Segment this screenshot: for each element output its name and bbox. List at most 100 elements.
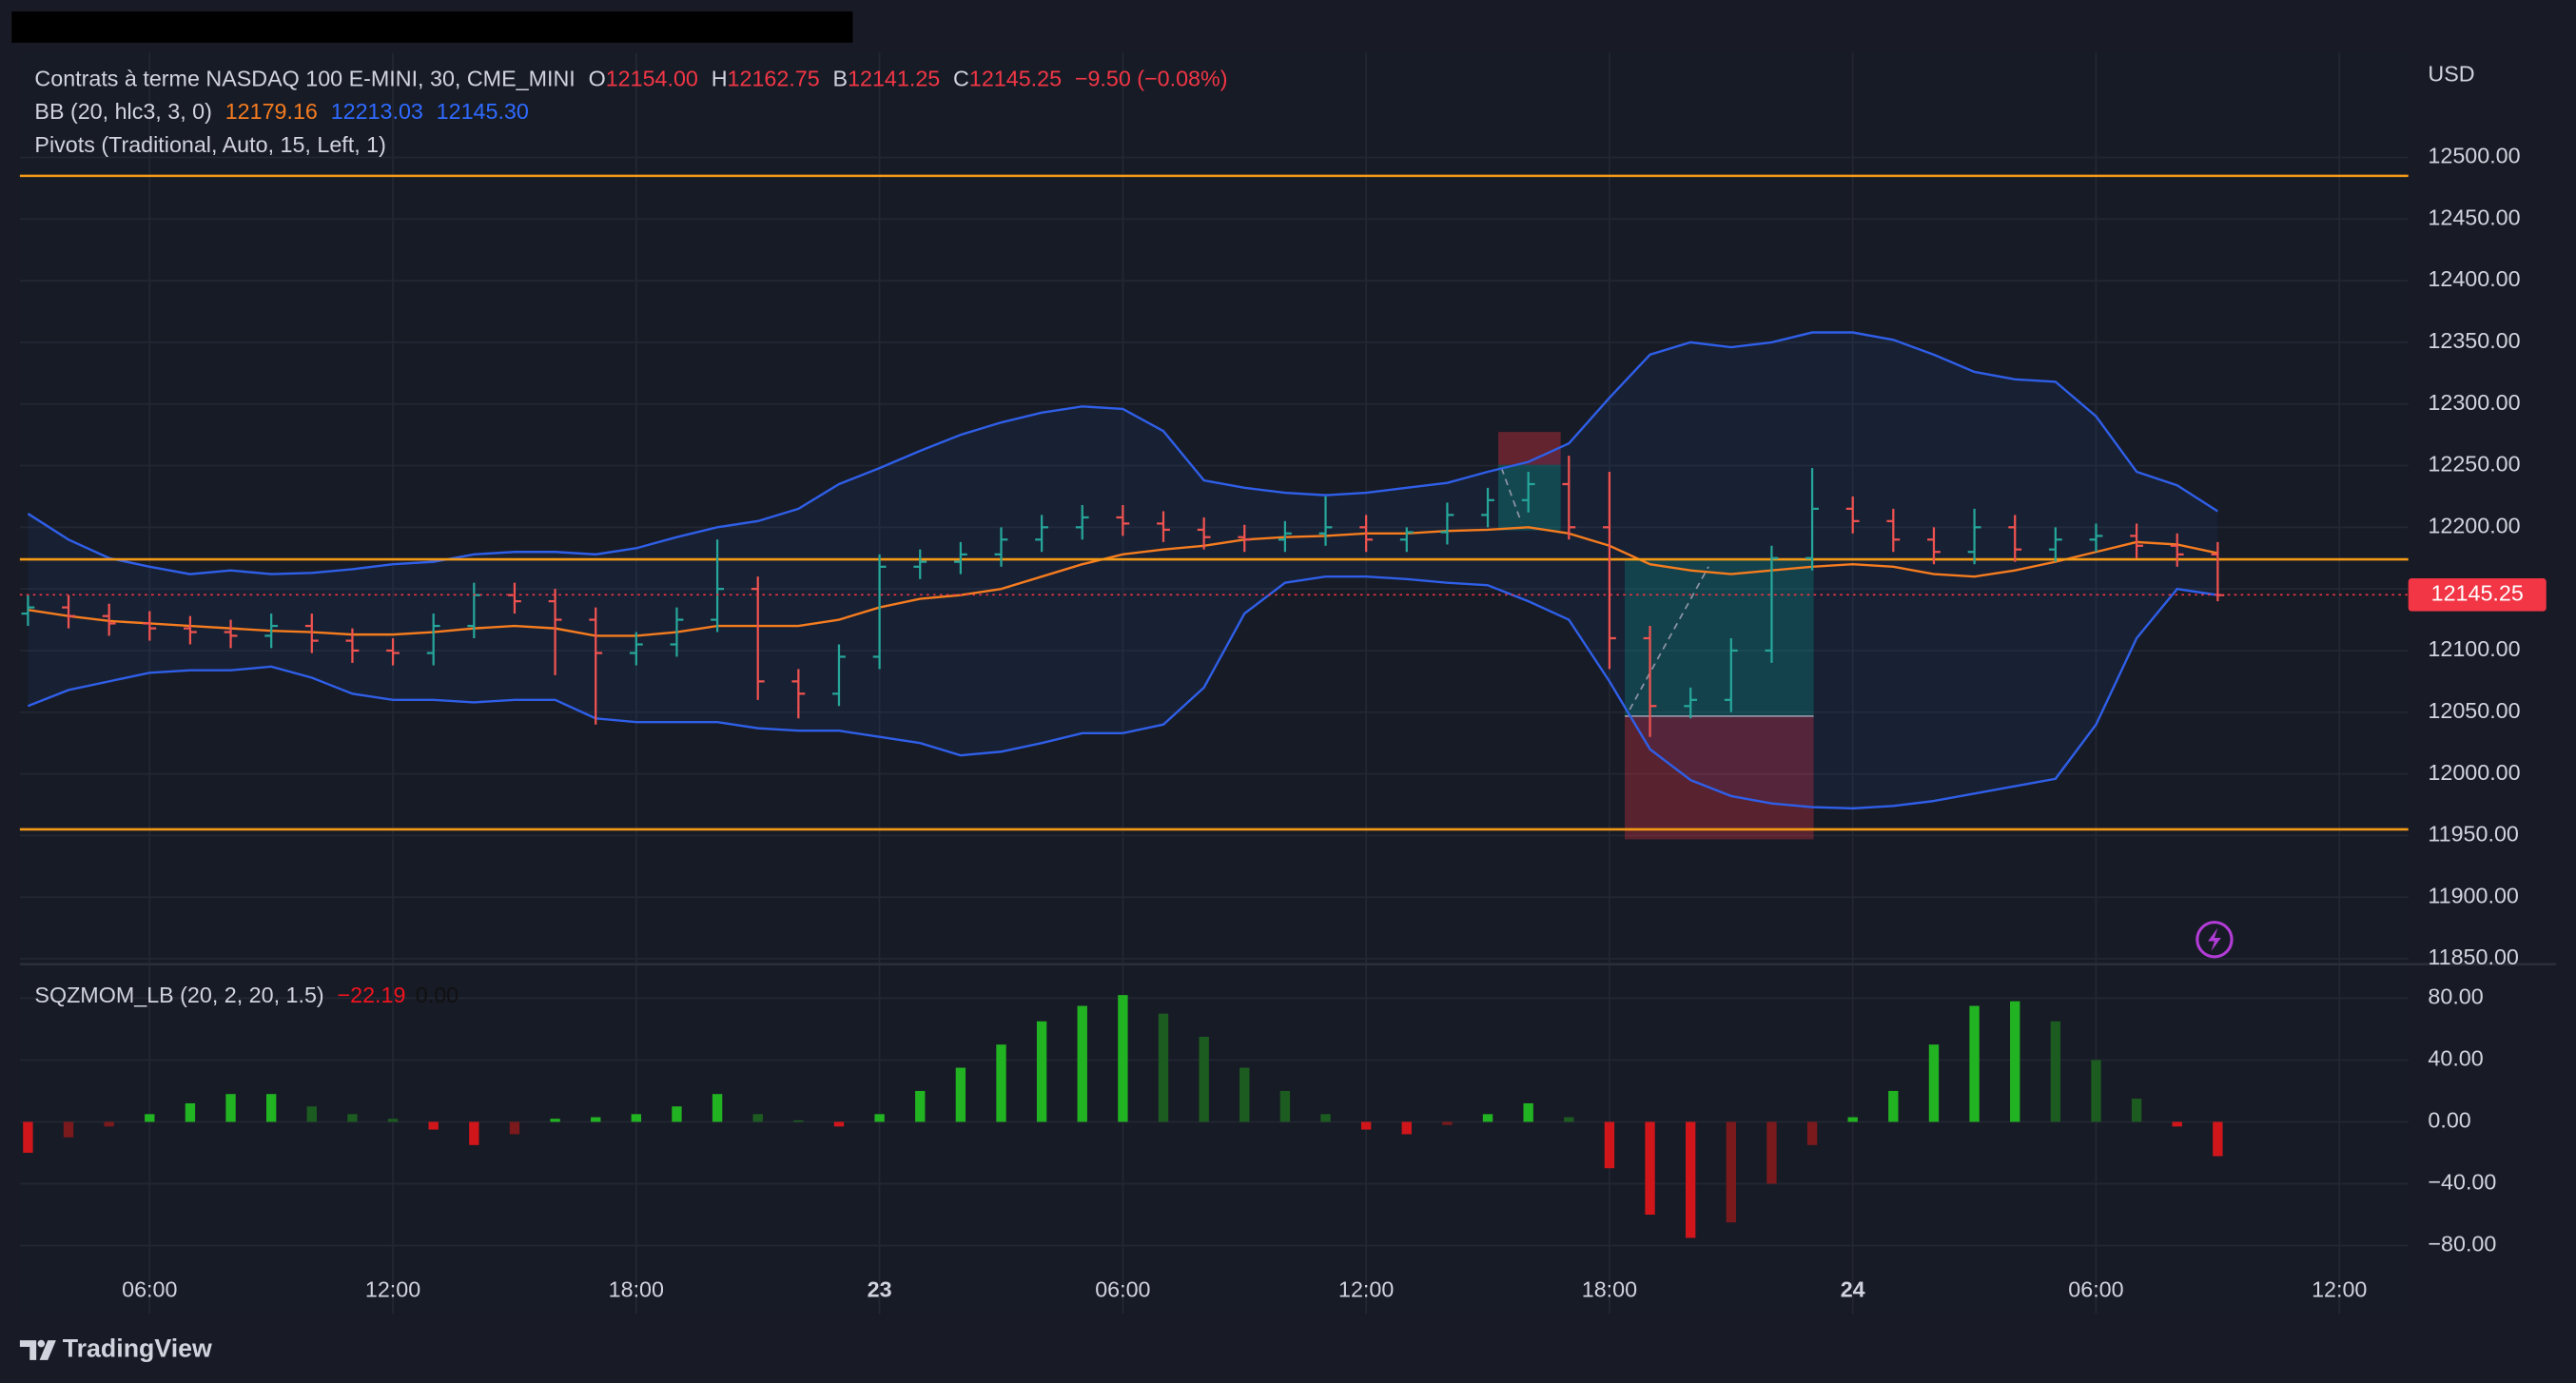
momentum-bar: [874, 1114, 885, 1122]
ohlc-bar: [1521, 472, 1535, 513]
open-label: O: [589, 67, 606, 91]
ohlc-bar: [2170, 533, 2184, 567]
header-line: Contrats à terme NASDAQ 100 E-MINI, 30, …: [34, 67, 1227, 91]
ohlc-bar: [184, 615, 197, 645]
ohlc-bar: [1765, 545, 1779, 663]
ohlc-bar: [304, 614, 319, 653]
y-tick-label: 11950.00: [2428, 822, 2518, 847]
pivots-label: Pivots (Traditional, Auto, 15, Left, 1): [34, 132, 385, 157]
osc-title: SQZMOM_LB (20, 2, 20, 1.5): [34, 983, 323, 1007]
brand: TradingView: [19, 1334, 212, 1363]
icon-bolt: [2208, 927, 2221, 951]
momentum-bar: [1685, 1121, 1696, 1238]
momentum-bar: [1442, 1121, 1453, 1125]
momentum-bar: [2010, 1001, 2020, 1122]
brand-logo-dot: [37, 1339, 46, 1348]
y-tick-label: 12200.00: [2428, 513, 2520, 537]
alert-icon: [2195, 921, 2234, 959]
momentum-bar: [265, 1094, 277, 1122]
y-tick-label: −40.00: [2428, 1170, 2496, 1195]
x-tick-label: 12:00: [2312, 1276, 2367, 1301]
momentum-bar: [104, 1121, 114, 1127]
ohlc-bar: [791, 669, 806, 719]
ohlc-bar: [1845, 496, 1860, 534]
ohlc-bar: [711, 539, 724, 633]
y-tick-label: 12250.00: [2428, 452, 2520, 477]
ohlc-bar: [264, 614, 279, 649]
momentum-bar: [631, 1114, 642, 1122]
plot: [19, 174, 2409, 1238]
bb-upper: 12213.03: [331, 99, 423, 124]
ohlc-bar: [2008, 515, 2022, 562]
open-value: 12154.00: [606, 67, 698, 91]
ohlc-bar: [2048, 527, 2062, 562]
ohlc-bar: [21, 594, 35, 627]
momentum-bar: [306, 1106, 317, 1122]
band-fill: [28, 332, 2218, 808]
target-zone: [1625, 559, 1814, 716]
ohlc-bar: [62, 594, 75, 629]
path-line: [1629, 566, 1709, 711]
x-tick-label: 06:00: [1095, 1276, 1150, 1301]
x-tick-label: 12:00: [1338, 1276, 1394, 1301]
ohlc-bar: [589, 607, 603, 725]
low-label: B: [833, 67, 849, 91]
target-zone: [1498, 464, 1561, 531]
momentum-bar: [347, 1114, 358, 1122]
momentum-bar: [469, 1121, 479, 1145]
ohlc-bar: [751, 576, 765, 700]
ohlc-bar: [1318, 496, 1333, 546]
ohlc-bar: [1886, 508, 1901, 553]
momentum-bar: [793, 1120, 804, 1122]
momentum-bar: [1279, 1090, 1291, 1122]
low-value: 12141.25: [848, 67, 940, 91]
y-tick-label: 12500.00: [2428, 144, 2520, 168]
momentum-bar: [1766, 1121, 1777, 1184]
osc-line: SQZMOM_LB (20, 2, 20, 1.5) −22.19 0.00: [34, 983, 459, 1007]
ohlc-bar: [1562, 456, 1576, 540]
ohlc-bar: [832, 644, 846, 707]
osc-zero: 0.00: [416, 983, 459, 1007]
high-value: 12162.75: [728, 67, 820, 91]
ohlc-bar: [1481, 487, 1494, 528]
ohlc-bar: [1238, 524, 1252, 553]
ohlc-bar: [1116, 505, 1130, 536]
momentum-bar: [1077, 1005, 1087, 1122]
icon-ring: [2195, 921, 2234, 959]
y-tick-label: 12100.00: [2428, 636, 2520, 661]
ohlc-bar: [143, 611, 157, 641]
momentum-bar: [1401, 1121, 1412, 1135]
symbol: Contrats à terme NASDAQ 100 E-MINI, 30, …: [34, 67, 575, 91]
momentum-bar: [712, 1094, 723, 1122]
momentum-bar: [1158, 1013, 1169, 1122]
last-price-box: [2408, 578, 2547, 612]
momentum-bar: [2172, 1121, 2182, 1127]
ohlc-bar: [1399, 527, 1414, 553]
bb-middle: 12179.16: [225, 99, 318, 124]
close-value: 12145.25: [969, 67, 1062, 91]
y-tick-label: 12300.00: [2428, 390, 2520, 415]
ohlc-bar: [1359, 515, 1374, 553]
currency: USD: [2428, 62, 2474, 87]
bb-label: BB (20, hlc3, 3, 0): [34, 99, 211, 124]
osc-value: −22.19: [338, 983, 406, 1007]
momentum-bar: [1482, 1114, 1493, 1122]
momentum-bar: [2050, 1021, 2061, 1122]
ohlc-bar: [670, 607, 684, 657]
momentum-bar: [996, 1044, 1006, 1122]
y-tick-label: −80.00: [2428, 1232, 2496, 1256]
momentum-bar: [2131, 1099, 2142, 1122]
y-tick-label: 0.00: [2428, 1108, 2470, 1133]
momentum-bar: [955, 1067, 966, 1122]
x-tick-label: 24: [1841, 1276, 1865, 1301]
momentum-bar: [1564, 1117, 1574, 1122]
y-tick-label: 11900.00: [2428, 883, 2518, 907]
y-tick-label: 80.00: [2428, 984, 2483, 1009]
change-value: −9.50 (−0.08%): [1075, 67, 1228, 91]
band-middle: [28, 526, 2218, 637]
momentum-bar: [1726, 1121, 1736, 1223]
ohlc-bar: [1927, 527, 1941, 565]
momentum-bar: [1320, 1114, 1331, 1122]
